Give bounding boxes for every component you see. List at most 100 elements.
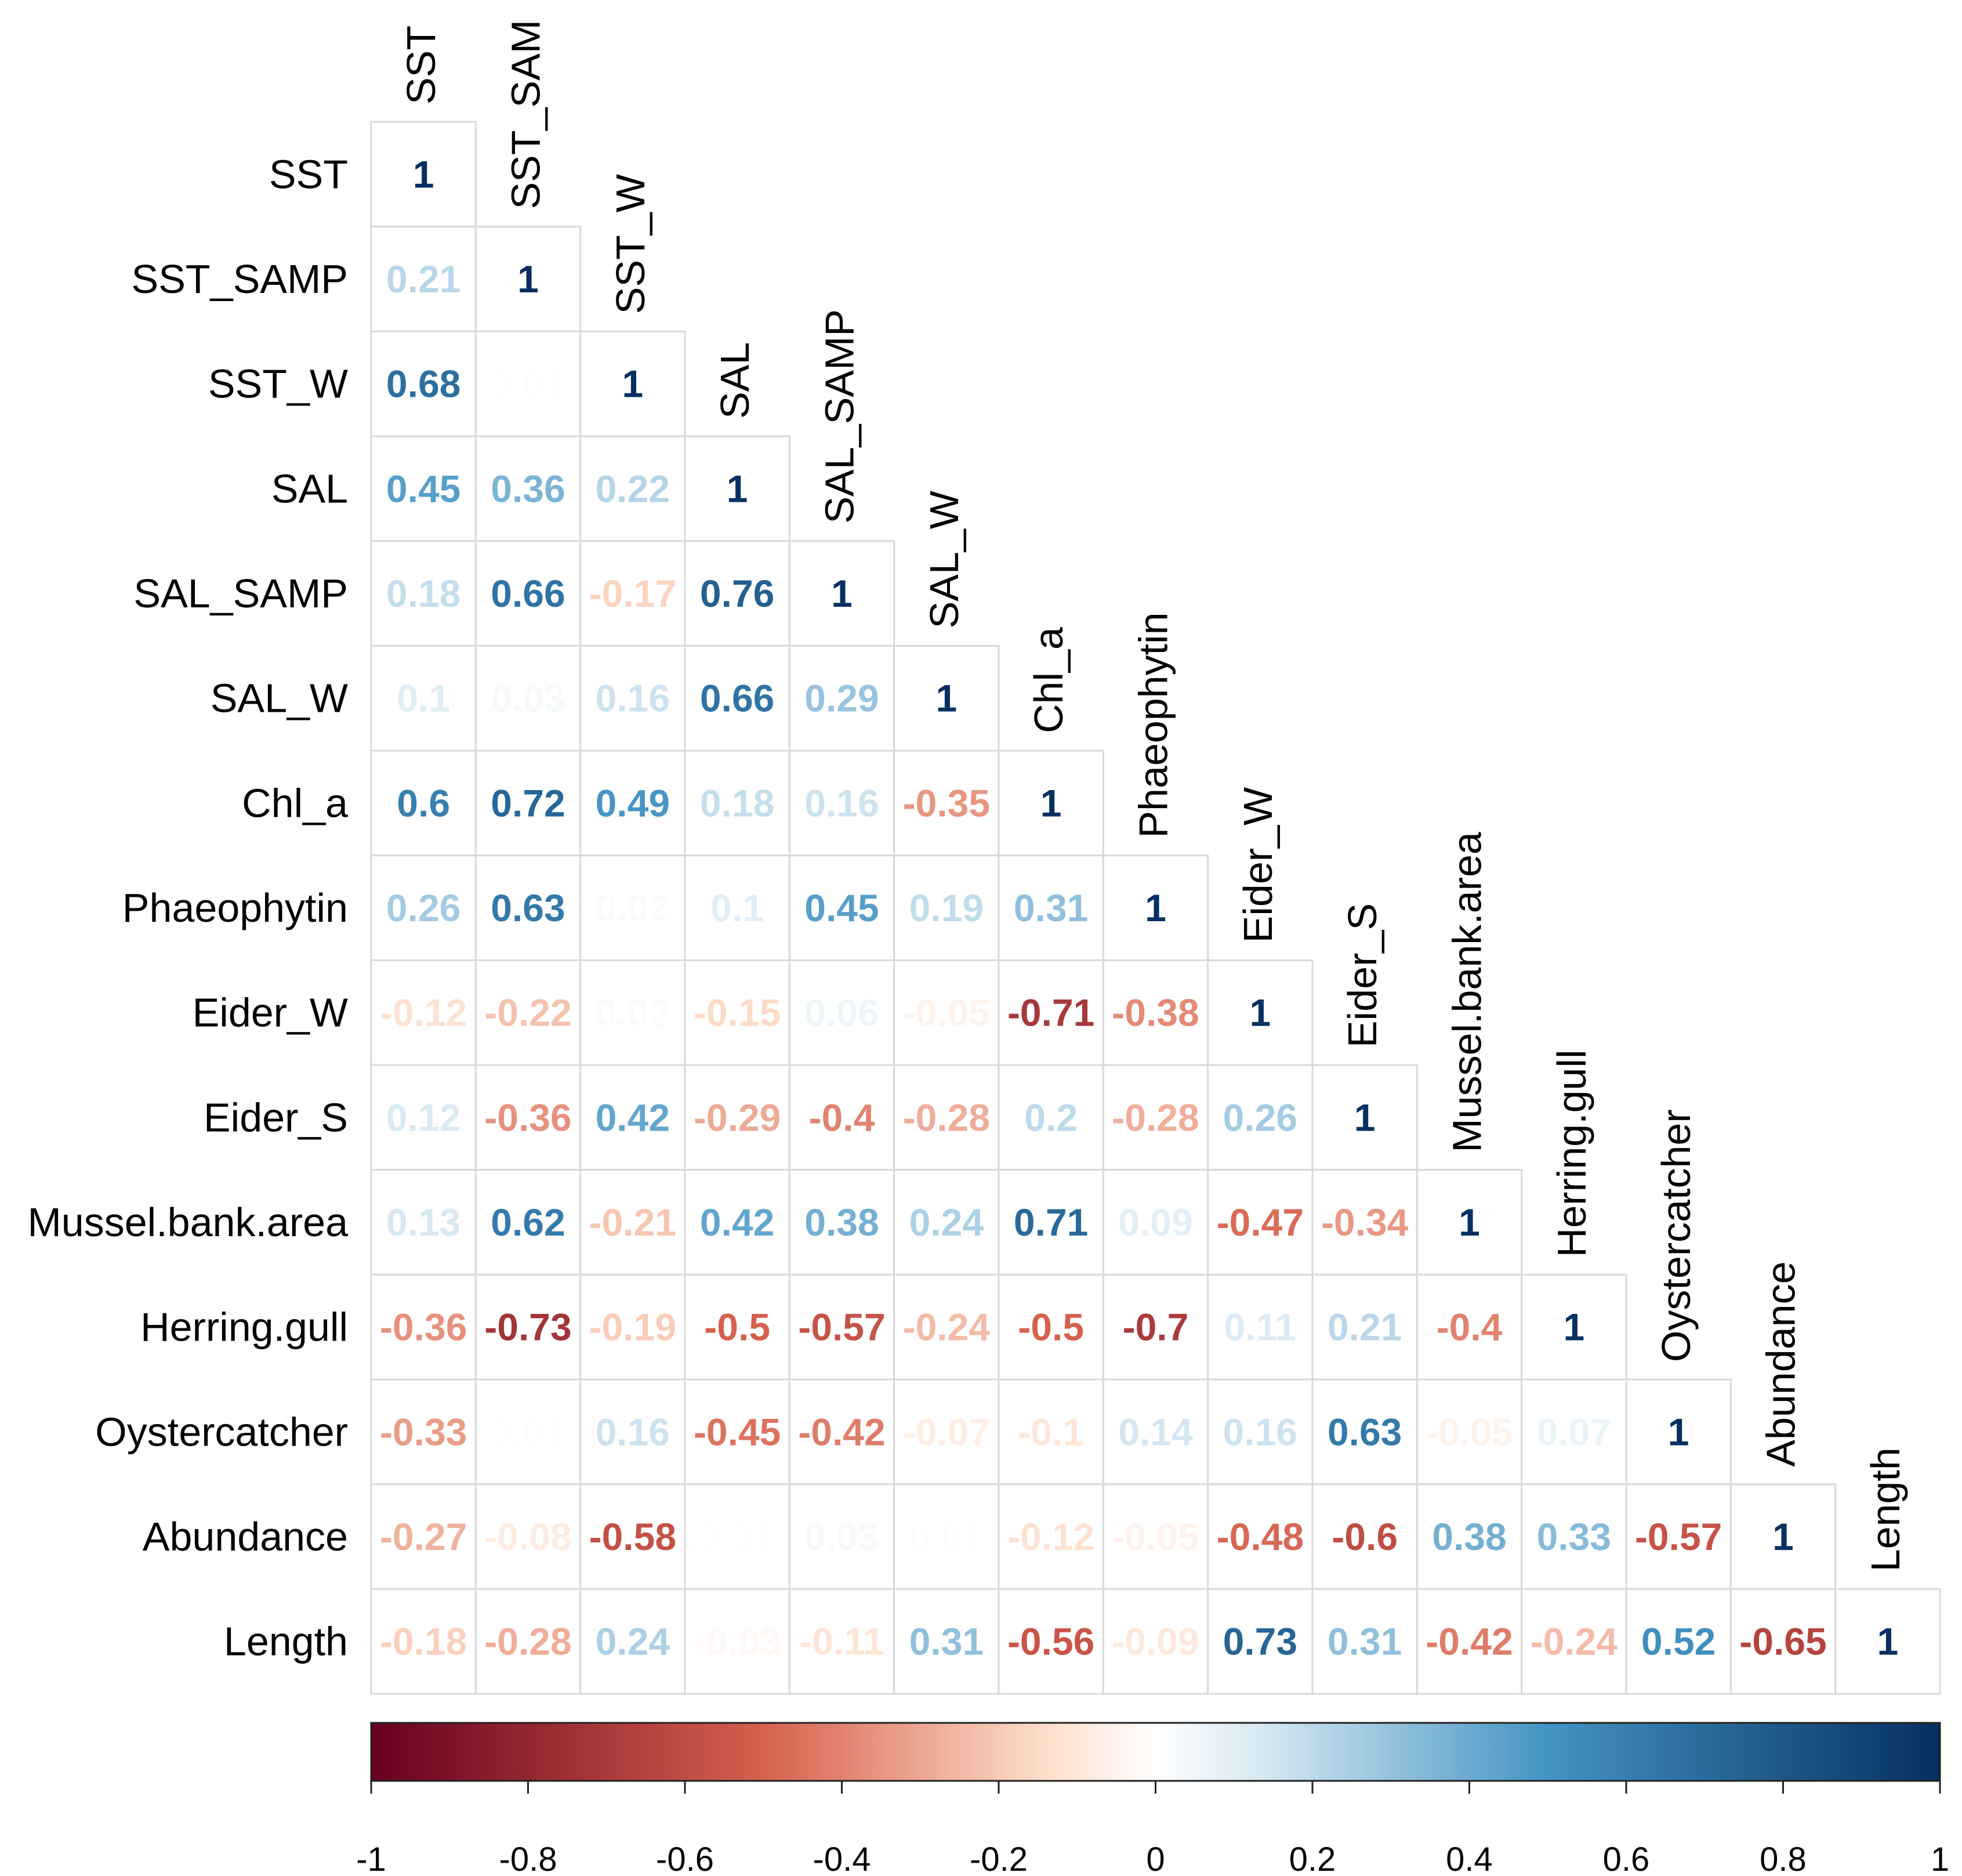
cell-value: 0.1 xyxy=(710,886,764,929)
cell-value: -0.18 xyxy=(380,1620,467,1663)
colorbar-tick-label: 0.6 xyxy=(1603,1841,1650,1876)
cell-value: 0.63 xyxy=(491,886,565,929)
cell-value: -0.65 xyxy=(1739,1620,1826,1663)
cell-value: 1 xyxy=(1249,991,1271,1034)
row-label: Herring.gull xyxy=(140,1305,348,1350)
cell-value: -0.5 xyxy=(1018,1306,1084,1349)
cell-value: -0.05 xyxy=(903,991,990,1034)
cell xyxy=(893,1483,1000,1590)
cell-value: -0.42 xyxy=(1426,1620,1513,1663)
cell-value: 1 xyxy=(413,153,434,195)
row-label: Oystercatcher xyxy=(95,1409,348,1454)
cell xyxy=(893,644,1000,752)
cell xyxy=(1102,854,1209,961)
cell-value: -0.19 xyxy=(589,1306,676,1349)
cell-value: -0.27 xyxy=(380,1515,467,1558)
cell-value: -0.38 xyxy=(1112,991,1199,1034)
column-label: SST xyxy=(398,26,444,104)
cell-value: 0.31 xyxy=(1014,886,1088,929)
row-label: Phaeophytin xyxy=(122,885,348,930)
cell-value: 0.52 xyxy=(1641,1620,1716,1663)
cell-value: 0.42 xyxy=(596,1096,670,1139)
cell xyxy=(684,1064,790,1171)
row-label: Mussel.bank.area xyxy=(27,1200,348,1245)
column-label: SAL_SAMP xyxy=(817,309,862,524)
cell xyxy=(474,1273,582,1381)
cell xyxy=(370,959,477,1066)
cell-value: 0.31 xyxy=(909,1620,984,1663)
cell-value: 1 xyxy=(1772,1515,1794,1558)
cell xyxy=(579,1378,686,1486)
cell xyxy=(893,749,1000,857)
cell-value: -0.28 xyxy=(903,1096,990,1139)
cell-value: -0.15 xyxy=(694,991,781,1034)
cell-value: 0.01 xyxy=(491,363,565,405)
cell-value: 0.21 xyxy=(1328,1306,1402,1349)
cell xyxy=(893,1169,1000,1276)
cell-value: -0.57 xyxy=(798,1306,885,1349)
cell-value: 0.09 xyxy=(1118,1201,1192,1244)
cell xyxy=(1416,1483,1523,1590)
colorbar-tick-label: 0.8 xyxy=(1760,1841,1807,1876)
cell xyxy=(370,1064,477,1171)
cell-value: 0.63 xyxy=(1328,1410,1402,1453)
cell-value: 0.26 xyxy=(1223,1096,1297,1139)
cell xyxy=(788,1483,895,1590)
cell-value: -0.45 xyxy=(694,1410,781,1453)
cell xyxy=(998,1273,1104,1381)
cell xyxy=(893,1064,1000,1171)
cell xyxy=(1207,1378,1314,1486)
cell xyxy=(998,1378,1104,1486)
cell-value: 0.76 xyxy=(700,572,774,615)
cell-value: -0.09 xyxy=(1112,1620,1199,1663)
cell xyxy=(788,1378,895,1486)
cell-value: -0.24 xyxy=(903,1306,991,1349)
cell-value: 0.36 xyxy=(491,467,565,510)
column-label: SAL xyxy=(712,342,757,419)
colorbar-tick-label: -0.8 xyxy=(499,1841,557,1876)
colorbar: -1 -0.8 -0.6 -0.4 -0.2 0 0.2 0.4 0.6 0.8 1 xyxy=(356,1722,1949,1876)
cell-value: 1 xyxy=(1040,781,1062,824)
cell xyxy=(474,435,582,542)
cell xyxy=(684,1483,790,1590)
cell-value: 0.01 xyxy=(909,1515,984,1558)
cell-value: -0.34 xyxy=(1321,1201,1409,1244)
cell-value: -0.47 xyxy=(1217,1201,1304,1244)
column-label: Oystercatcher xyxy=(1653,1109,1699,1362)
cell-value: 0.16 xyxy=(596,1410,670,1453)
colorbar-tick-label: 0 xyxy=(1146,1841,1165,1876)
cell xyxy=(1416,1378,1523,1486)
cell-value: 0.29 xyxy=(804,677,879,720)
cell xyxy=(579,854,686,961)
cell xyxy=(1207,1483,1314,1590)
cell-value: 1 xyxy=(1877,1620,1898,1663)
cell-value: 0.49 xyxy=(596,781,670,824)
cell xyxy=(579,1588,686,1695)
cell xyxy=(998,1483,1104,1590)
cell-value: 1 xyxy=(622,363,643,405)
cell-value: 0.38 xyxy=(804,1201,879,1244)
cell-value: 0.19 xyxy=(909,886,984,929)
cell-grid xyxy=(370,121,1941,1695)
cell xyxy=(1521,1273,1627,1381)
cell xyxy=(1625,1588,1732,1695)
colorbar-tick-label: 0.4 xyxy=(1446,1841,1493,1876)
column-label: SST_W xyxy=(608,174,653,314)
cell-value: -0.05 xyxy=(1426,1410,1513,1453)
cell xyxy=(1311,1588,1418,1695)
cell xyxy=(1521,1483,1627,1590)
cell xyxy=(370,644,477,752)
cell-value: 0.03 xyxy=(804,1515,879,1558)
cell-value: 0.11 xyxy=(1224,1306,1296,1349)
cell-value: -0.21 xyxy=(589,1201,676,1244)
cell xyxy=(579,1064,686,1171)
cell-value: 1 xyxy=(1459,1201,1480,1244)
cell xyxy=(474,749,582,857)
cell xyxy=(1207,1273,1314,1381)
row-label: Length xyxy=(224,1619,348,1664)
column-label: Herring.gull xyxy=(1549,1049,1594,1257)
cell-value: 0.45 xyxy=(804,886,879,929)
cell-value: 0.26 xyxy=(386,886,460,929)
column-label: Mussel.bank.area xyxy=(1445,832,1490,1153)
cell-value: 1 xyxy=(1668,1410,1689,1453)
